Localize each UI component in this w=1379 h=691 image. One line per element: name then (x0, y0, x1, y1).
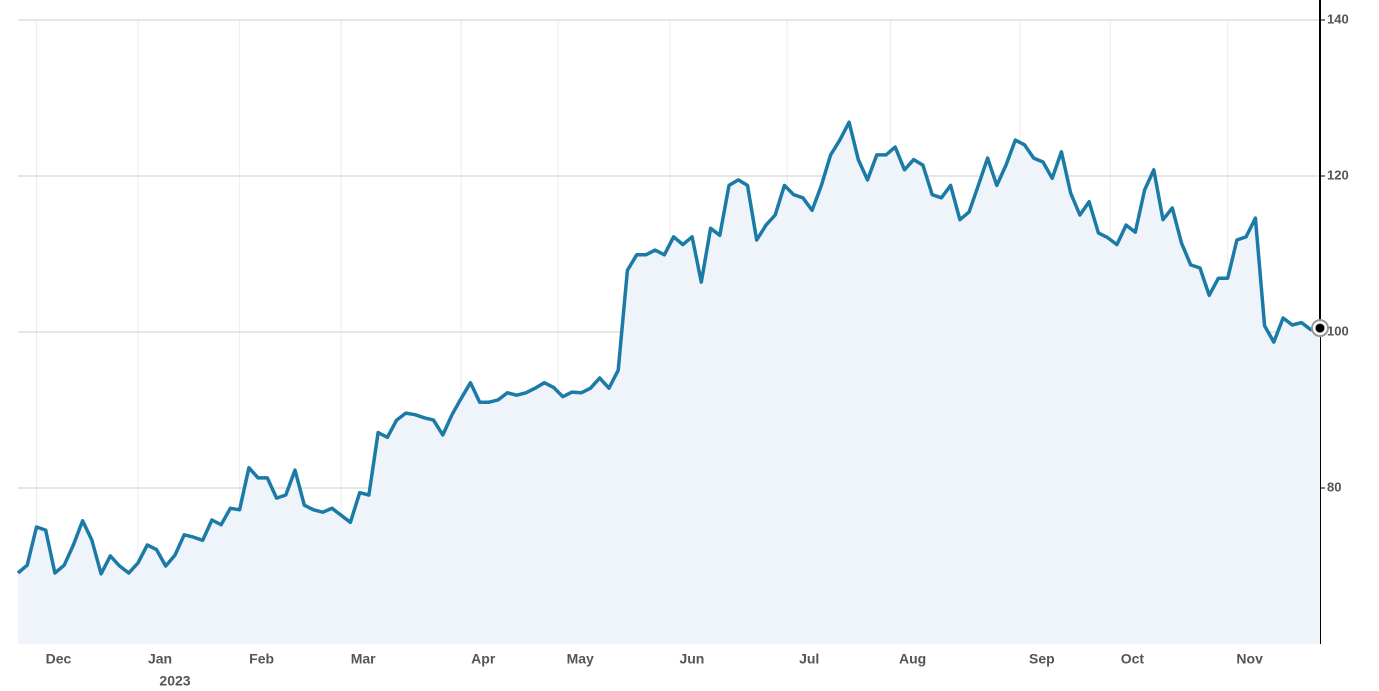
area-fill (18, 122, 1320, 644)
x-tick-label: Oct (1121, 651, 1145, 667)
x-tick-label: Jul (799, 651, 819, 667)
x-tick-label: Mar (351, 651, 376, 667)
last-point-dot (1315, 323, 1325, 333)
y-tick-label: 80 (1327, 479, 1341, 494)
x-tick-label: Jun (679, 651, 704, 667)
y-tick-label: 100 (1327, 323, 1349, 338)
x-tick-label: Jan (148, 651, 172, 667)
x-tick-label: Aug (899, 651, 926, 667)
y-tick-label: 140 (1327, 11, 1349, 26)
x-tick-label: Dec (46, 651, 72, 667)
x-tick-label: May (567, 651, 594, 667)
x-tick-label: Feb (249, 651, 274, 667)
price-line (16, 120, 1321, 576)
y-tick-label: 120 (1327, 167, 1349, 182)
x-tick-label: Nov (1236, 651, 1263, 667)
x-tick-label: Apr (471, 651, 496, 667)
year-label: 2023 (159, 673, 190, 689)
x-tick-label: Sep (1029, 651, 1055, 667)
